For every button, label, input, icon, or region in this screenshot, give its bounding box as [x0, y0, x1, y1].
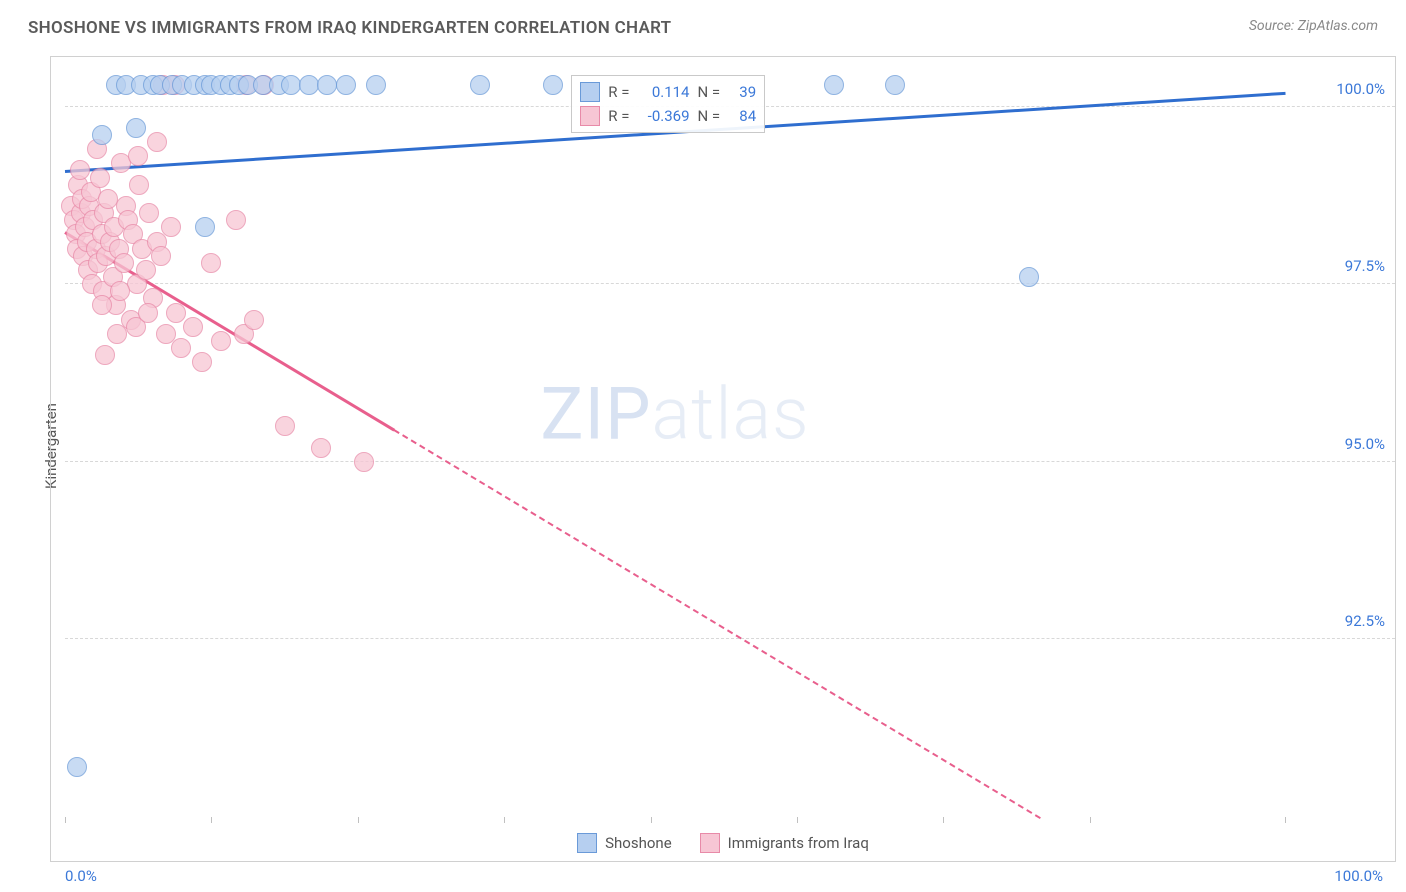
data-point	[139, 203, 159, 223]
legend-item: Shoshone	[577, 833, 672, 853]
data-point	[136, 260, 156, 280]
chart-title: SHOSHONE VS IMMIGRANTS FROM IRAQ KINDERG…	[28, 18, 671, 38]
data-point	[317, 75, 337, 95]
chart-header: SHOSHONE VS IMMIGRANTS FROM IRAQ KINDERG…	[0, 0, 1406, 48]
data-point	[129, 175, 149, 195]
data-point	[1019, 267, 1039, 287]
data-point	[98, 189, 118, 209]
x-tick	[65, 817, 66, 823]
gridline	[65, 638, 1395, 639]
series-swatch	[580, 82, 600, 102]
data-point	[67, 757, 87, 777]
data-point	[114, 253, 134, 273]
gridline	[65, 283, 1395, 284]
y-tick-label: 97.5%	[1295, 257, 1385, 275]
y-tick-label: 95.0%	[1295, 435, 1385, 453]
data-point	[166, 303, 186, 323]
stat-r-label: R =	[608, 107, 629, 125]
data-point	[161, 217, 181, 237]
source-prefix: Source:	[1249, 18, 1298, 34]
stat-r-value: 0.114	[638, 83, 690, 101]
x-tick	[797, 817, 798, 823]
y-tick-label: 100.0%	[1295, 80, 1385, 98]
stats-row: R = 0.114 N = 39	[580, 80, 756, 104]
legend-label: Shoshone	[605, 834, 672, 852]
data-point	[824, 75, 844, 95]
data-point	[244, 310, 264, 330]
data-point	[138, 303, 158, 323]
data-point	[171, 338, 191, 358]
data-point	[354, 452, 374, 472]
legend-item: Immigrants from Iraq	[700, 833, 869, 853]
legend: Shoshone Immigrants from Iraq	[51, 833, 1395, 853]
data-point	[110, 281, 130, 301]
data-point	[90, 168, 110, 188]
data-point	[92, 125, 112, 145]
chart-frame: ZIPatlas 92.5% 95.0% 97.5% 100.0% R = 0.114 N …	[50, 56, 1396, 862]
watermark-bold: ZIP	[540, 372, 651, 457]
stats-box: R = 0.114 N = 39 R = -0.369 N = 84	[571, 75, 765, 133]
x-tick	[1090, 817, 1091, 823]
plot-area: ZIPatlas 92.5%95.0%97.5%100.0%R =0.114N …	[65, 71, 1285, 817]
stat-n-value: 39	[728, 83, 756, 101]
watermark-thin: atlas	[652, 372, 810, 457]
data-point	[183, 317, 203, 337]
stat-r-value: -0.369	[638, 107, 690, 125]
data-point	[299, 75, 319, 95]
stat-n-label: N =	[698, 107, 721, 125]
data-point	[151, 246, 171, 266]
data-point	[366, 75, 386, 95]
x-tick	[504, 817, 505, 823]
stat-r-label: R =	[608, 83, 629, 101]
data-point	[195, 217, 215, 237]
legend-swatch	[577, 833, 597, 853]
source-attribution: Source: ZipAtlas.com	[1249, 18, 1378, 34]
data-point	[201, 253, 221, 273]
source-name: ZipAtlas.com	[1298, 18, 1378, 34]
data-point	[311, 438, 331, 458]
stat-n-label: N =	[698, 83, 721, 101]
data-point	[281, 75, 301, 95]
data-point	[70, 160, 90, 180]
watermark: ZIPatlas	[540, 372, 809, 457]
series-swatch	[580, 106, 600, 126]
gridline	[65, 461, 1395, 462]
data-point	[128, 146, 148, 166]
data-point	[192, 352, 212, 372]
stats-row: R = -0.369 N = 84	[580, 104, 756, 128]
data-point	[226, 210, 246, 230]
data-point	[147, 132, 167, 152]
data-point	[95, 345, 115, 365]
data-point	[336, 75, 356, 95]
legend-label: Immigrants from Iraq	[728, 834, 869, 852]
data-point	[126, 118, 146, 138]
stat-n-value: 84	[728, 107, 756, 125]
x-tick	[943, 817, 944, 823]
trend-line	[394, 429, 1042, 819]
x-tick	[211, 817, 212, 823]
data-point	[885, 75, 905, 95]
data-point	[470, 75, 490, 95]
x-axis-max-label: 100.0%	[1334, 867, 1383, 885]
x-tick	[651, 817, 652, 823]
x-axis-min-label: 0.0%	[65, 867, 97, 885]
data-point	[543, 75, 563, 95]
data-point	[107, 324, 127, 344]
data-point	[92, 295, 112, 315]
data-point	[211, 331, 231, 351]
y-tick-label: 92.5%	[1295, 612, 1385, 630]
legend-swatch	[700, 833, 720, 853]
x-tick	[358, 817, 359, 823]
data-point	[275, 416, 295, 436]
x-tick	[1285, 817, 1286, 823]
